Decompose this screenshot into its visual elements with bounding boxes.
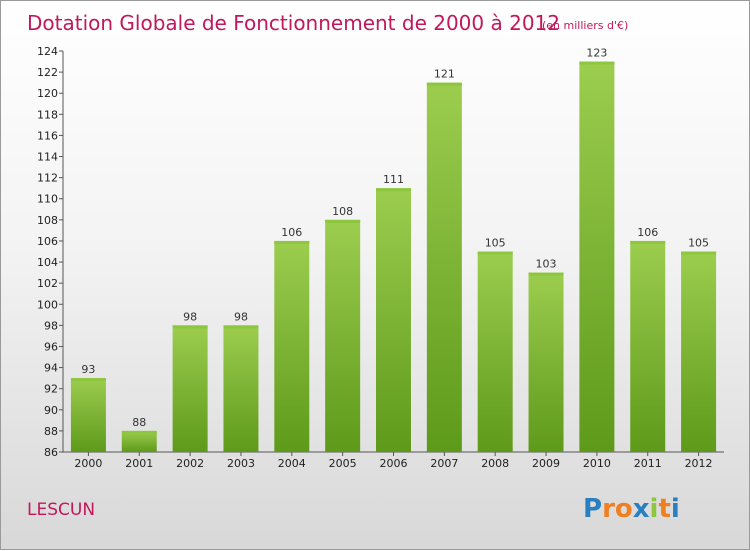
bar-group: 93 88 98 98 106 108 111 121 105 103 123 106 105 xyxy=(70,47,717,452)
x-tick-label: 2003 xyxy=(227,457,255,470)
bar-2012 xyxy=(681,251,717,452)
bar-2008 xyxy=(477,251,513,452)
bar-top-highlight xyxy=(274,240,310,244)
logo-letter: x xyxy=(633,494,650,524)
logo-letter: i xyxy=(671,494,680,524)
bar-top-highlight xyxy=(325,219,361,223)
y-tick-label: 92 xyxy=(44,383,58,396)
bar-value-label: 108 xyxy=(332,205,353,218)
logo-letter: t xyxy=(658,494,670,524)
bar-value-label: 98 xyxy=(234,310,248,323)
x-tick-label: 2001 xyxy=(125,457,153,470)
proxiti-logo: Proxiti xyxy=(583,494,680,524)
x-tick-label: 2008 xyxy=(481,457,509,470)
y-tick-label: 94 xyxy=(44,362,58,375)
bar-top-highlight xyxy=(579,61,615,65)
bar-value-label: 105 xyxy=(688,237,709,250)
bar-2001 xyxy=(121,430,157,452)
y-tick-label: 104 xyxy=(37,256,58,269)
bar-value-label: 105 xyxy=(485,237,506,250)
y-tick-label: 120 xyxy=(37,87,58,100)
x-tick-label: 2005 xyxy=(329,457,357,470)
bar-2005 xyxy=(325,219,361,452)
bar-2004 xyxy=(274,240,310,452)
x-tick-label: 2000 xyxy=(74,457,102,470)
bar-top-highlight xyxy=(528,272,564,276)
bar-value-label: 103 xyxy=(536,258,557,271)
bar-2007 xyxy=(426,82,462,452)
bar-value-label: 93 xyxy=(81,363,95,376)
x-tick-group: 2000 2001 2002 2003 2004 2005 2006 2007 2008 2009… xyxy=(74,452,713,470)
bar-2003 xyxy=(223,325,259,452)
bar-top-highlight xyxy=(70,378,106,382)
y-tick-label: 110 xyxy=(37,193,58,206)
bar-value-label: 111 xyxy=(383,173,404,186)
bar-top-highlight xyxy=(376,188,411,192)
bar-value-label: 88 xyxy=(132,416,146,429)
x-tick-label: 2006 xyxy=(380,457,408,470)
y-tick-label: 122 xyxy=(37,66,58,79)
y-tick-label: 112 xyxy=(37,172,58,185)
bar-value-label: 106 xyxy=(637,226,658,239)
x-tick-label: 2007 xyxy=(430,457,458,470)
y-tick-label: 96 xyxy=(44,340,58,353)
x-tick-label: 2012 xyxy=(685,457,713,470)
logo-letter: r xyxy=(602,494,615,524)
y-tick-label: 106 xyxy=(37,235,58,248)
bar-2000 xyxy=(70,378,106,452)
bar-value-label: 106 xyxy=(281,226,302,239)
bar-value-label: 123 xyxy=(586,47,607,60)
y-tick-label: 108 xyxy=(37,214,58,227)
bar-2011 xyxy=(630,240,666,452)
bar-top-highlight xyxy=(121,430,157,434)
y-tick-label: 98 xyxy=(44,319,58,332)
bar-top-highlight xyxy=(223,325,259,329)
bar-top-highlight xyxy=(172,325,208,329)
bar-top-highlight xyxy=(477,251,513,255)
x-tick-label: 2009 xyxy=(532,457,560,470)
y-tick-group: 86 88 90 92 94 96 98 100 102 104 106 108 110 112 114 11… xyxy=(37,45,63,459)
logo-letter: i xyxy=(650,494,659,524)
x-tick-label: 2010 xyxy=(583,457,611,470)
chart-subtitle: (en milliers d'€) xyxy=(542,19,628,32)
y-tick-label: 124 xyxy=(37,45,58,58)
place-label: LESCUN xyxy=(27,500,95,520)
x-tick-label: 2004 xyxy=(278,457,306,470)
logo-letter: P xyxy=(583,494,602,524)
bar-top-highlight xyxy=(630,240,666,244)
x-tick-label: 2002 xyxy=(176,457,204,470)
y-tick-label: 90 xyxy=(44,404,58,417)
y-tick-label: 118 xyxy=(37,108,58,121)
chart-title: Dotation Globale de Fonctionnement de 20… xyxy=(27,11,560,35)
y-tick-label: 114 xyxy=(37,151,58,164)
bar-2006 xyxy=(376,188,411,452)
bar-value-label: 121 xyxy=(434,68,455,81)
y-tick-label: 116 xyxy=(37,129,58,142)
bar-top-highlight xyxy=(426,82,462,86)
y-tick-label: 102 xyxy=(37,277,58,290)
y-tick-label: 88 xyxy=(44,425,58,438)
x-tick-label: 2011 xyxy=(634,457,662,470)
logo-letter: o xyxy=(615,494,633,524)
bar-top-highlight xyxy=(681,251,717,255)
y-tick-label: 86 xyxy=(44,446,58,459)
bar-value-label: 98 xyxy=(183,310,197,323)
bar-2010 xyxy=(579,61,615,452)
bar-2009 xyxy=(528,272,564,452)
y-tick-label: 100 xyxy=(37,298,58,311)
bar-2002 xyxy=(172,325,208,452)
